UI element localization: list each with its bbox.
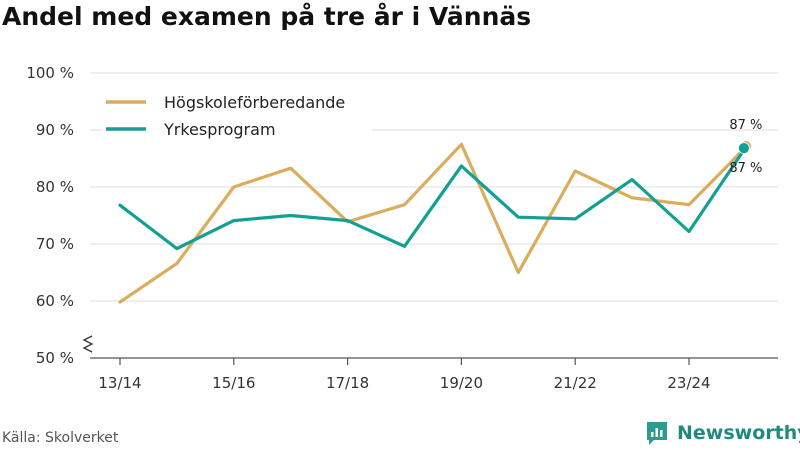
axis-break-icon <box>82 335 94 353</box>
y-tick-label-90: 90 % <box>36 121 74 139</box>
legend-bg-1 <box>102 116 372 140</box>
y-tick-label-60: 60 % <box>36 292 74 310</box>
x-tick-label-21/22: 21/22 <box>554 374 597 392</box>
legend-label-1: Yrkesprogram <box>163 120 276 139</box>
y-tick-label-50: 50 % <box>36 349 74 367</box>
x-tick-label-13/14: 13/14 <box>98 374 141 392</box>
series-end-point-1 <box>738 142 750 155</box>
x-tick-label-17/18: 17/18 <box>326 374 369 392</box>
end-value-label-1: 87 % <box>729 161 762 176</box>
x-tick-label-19/20: 19/20 <box>440 374 483 392</box>
legend: Högskoleförberedande Yrkesprogram <box>102 89 372 140</box>
series-lines <box>118 140 752 304</box>
x-tick-label-23/24: 23/24 <box>667 374 710 392</box>
y-tick-label-80: 80 % <box>36 178 74 196</box>
legend-label-0: Högskoleförberedande <box>164 93 345 112</box>
legend-bg-0 <box>102 89 372 113</box>
chart-title: Andel med examen på tre år i Vännäs <box>2 2 532 31</box>
brand-name: Newsworthy <box>677 422 800 444</box>
series-line-0 <box>118 142 748 304</box>
source-note: Källa: Skolverket <box>2 430 119 446</box>
x-tick-label-15/16: 15/16 <box>212 374 255 392</box>
series-line-1 <box>118 145 748 251</box>
y-tick-label-100: 100 % <box>26 64 74 82</box>
y-tick-label-70: 70 % <box>36 235 74 253</box>
end-value-label-0: 87 % <box>729 118 762 133</box>
end-labels: 87 % 87 % <box>729 118 762 176</box>
axes: 50 % 60 % 70 % 80 % 90 % 100 % 13/14 15/16 17/18… <box>26 64 778 392</box>
brand-logo: Newsworthy <box>645 419 800 447</box>
newsworthy-logo-icon <box>647 422 667 445</box>
